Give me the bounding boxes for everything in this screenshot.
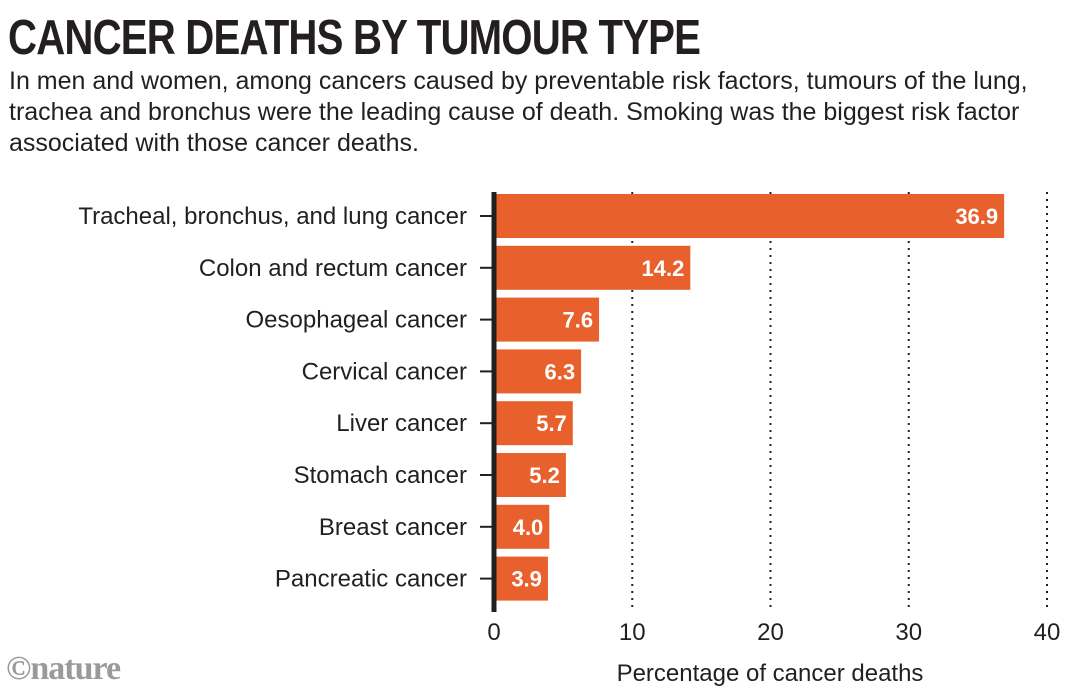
x-tick-label: 40 bbox=[1034, 619, 1061, 646]
category-labels: Tracheal, bronchus, and lung cancer Colon… bbox=[78, 203, 492, 593]
category-label: Cervical cancer bbox=[302, 358, 467, 385]
bar-value-label: 5.2 bbox=[529, 463, 560, 488]
category-label: Oesophageal cancer bbox=[246, 307, 467, 334]
bar-value-label: 36.9 bbox=[955, 204, 998, 229]
category-label: Breast cancer bbox=[319, 514, 467, 541]
bar-value-label: 3.9 bbox=[511, 567, 542, 592]
category-label: Colon and rectum cancer bbox=[199, 255, 467, 282]
x-tick-label: 10 bbox=[619, 619, 646, 646]
x-axis-title: Percentage of cancer deaths bbox=[616, 660, 924, 687]
bar-value-label: 5.7 bbox=[536, 411, 567, 436]
bar bbox=[494, 194, 1005, 238]
bar bbox=[494, 401, 573, 446]
bars: 36.9 14.2 7.6 6.3 5.7 5.2 4.0 3.9 bbox=[494, 194, 1005, 601]
category-label: Pancreatic cancer bbox=[275, 566, 467, 593]
chart-subtitle: In men and women, among cancers caused b… bbox=[9, 67, 1028, 157]
category-label: Tracheal, bronchus, and lung cancer bbox=[78, 203, 467, 230]
bar bbox=[494, 297, 600, 342]
category-label: Stomach cancer bbox=[294, 462, 467, 489]
nature-logo: ©nature bbox=[6, 650, 121, 687]
bar bbox=[494, 556, 548, 601]
x-tick-label: 20 bbox=[757, 619, 784, 646]
x-tick-label: 30 bbox=[895, 619, 922, 646]
bar bbox=[494, 453, 566, 497]
x-axis-ticks: 0 10 20 30 40 bbox=[487, 619, 1060, 646]
bar-value-label: 4.0 bbox=[513, 515, 544, 540]
gridlines bbox=[631, 192, 1048, 612]
bar-value-label: 14.2 bbox=[641, 256, 684, 281]
bar bbox=[494, 349, 582, 394]
chart-title: CANCER DEATHS BY TUMOUR TYPE bbox=[8, 11, 701, 65]
bar-value-label: 6.3 bbox=[545, 359, 576, 384]
bar bbox=[494, 504, 550, 549]
category-label: Liver cancer bbox=[336, 410, 467, 437]
bar-value-label: 7.6 bbox=[562, 308, 593, 333]
x-tick-label: 0 bbox=[487, 619, 500, 646]
bar bbox=[494, 245, 691, 290]
